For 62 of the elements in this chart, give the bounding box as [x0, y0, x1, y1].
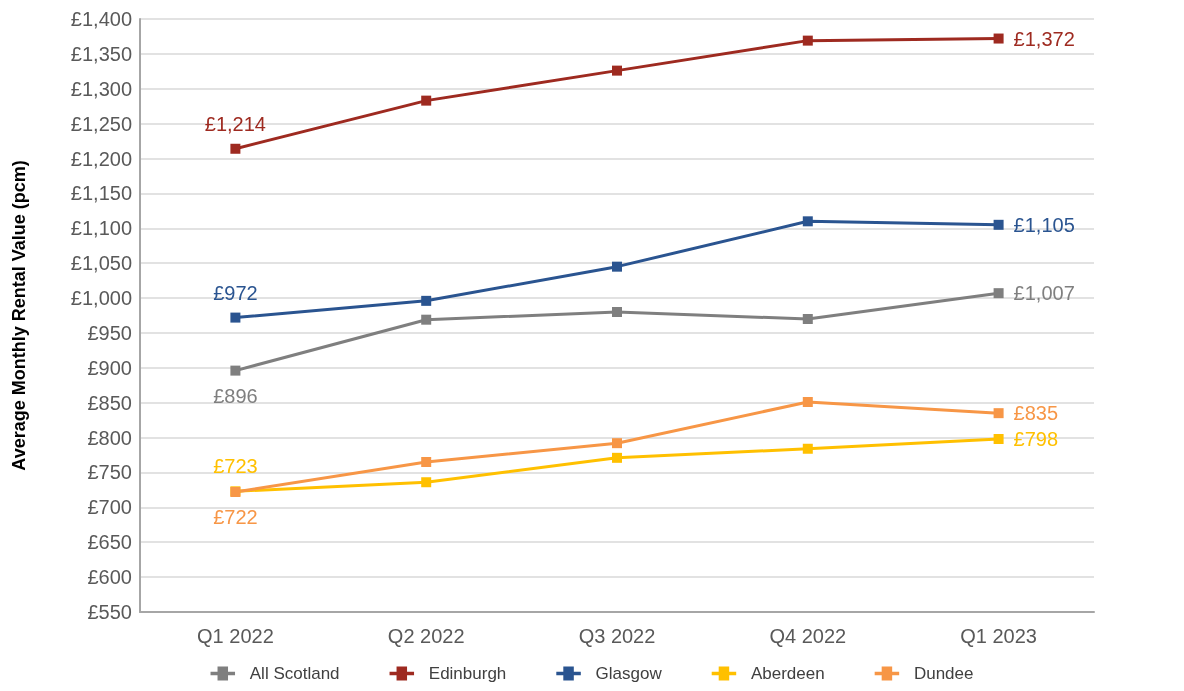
point [993, 219, 1004, 230]
legend-label: Glasgow [595, 664, 663, 683]
point [421, 457, 432, 468]
y-axis-title: Average Monthly Rental Value (pcm) [9, 160, 29, 471]
x-tick-label: Q3 2022 [578, 625, 656, 647]
y-tick-label: £800 [87, 426, 132, 449]
data-label: £798 [1013, 427, 1059, 450]
data-label: £1,007 [1013, 282, 1075, 305]
data-label: £1,105 [1013, 213, 1075, 236]
x-tick-label: Q1 2022 [197, 625, 274, 647]
x-tick-label: Q1 2023 [960, 625, 1037, 647]
point [612, 452, 622, 463]
point [230, 143, 241, 154]
point [421, 95, 432, 106]
point [421, 477, 432, 488]
point [612, 65, 622, 76]
data-label: £835 [1013, 402, 1059, 425]
legend-label: All Scotland [249, 664, 340, 683]
data-label: £972 [213, 281, 258, 304]
y-tick-label: £900 [87, 356, 132, 379]
point [993, 288, 1004, 299]
y-tick-label: £750 [87, 461, 132, 484]
point [802, 443, 813, 454]
data-label: £896 [213, 384, 258, 407]
data-label: £723 [213, 455, 258, 478]
point [802, 313, 813, 324]
x-tick-label: Q2 2022 [387, 625, 465, 647]
point [993, 408, 1004, 419]
y-tick-label: £1,400 [70, 8, 132, 30]
point [230, 312, 241, 323]
y-tick-label: £1,300 [70, 77, 132, 100]
point [993, 433, 1004, 444]
data-label: £1,214 [204, 112, 266, 135]
y-tick-label: £1,250 [70, 112, 132, 135]
point [802, 216, 813, 227]
point [230, 365, 241, 376]
data-label: £722 [213, 506, 258, 528]
point [612, 261, 622, 272]
point [993, 33, 1004, 44]
point [802, 397, 813, 408]
legend-label: Aberdeen [750, 664, 825, 683]
y-tick-label: £650 [87, 531, 132, 554]
legend-label: Dundee [913, 664, 974, 683]
y-tick-label: £1,000 [70, 287, 132, 310]
y-tick-label: £1,050 [70, 252, 132, 275]
y-tick-label: £1,350 [70, 42, 132, 65]
point [612, 438, 622, 449]
data-label: £1,372 [1013, 27, 1075, 50]
point [802, 35, 813, 46]
y-tick-label: £1,200 [70, 147, 132, 170]
y-tick-label: £950 [87, 321, 132, 344]
y-tick-label: £550 [87, 601, 132, 623]
y-tick-label: £700 [87, 496, 132, 519]
legend-label: Edinburgh [428, 664, 507, 683]
y-tick-label: £1,100 [70, 217, 132, 240]
y-tick-label: £600 [87, 566, 132, 589]
y-tick-label: £850 [87, 391, 132, 414]
y-tick-label: £1,150 [70, 182, 132, 205]
point [421, 295, 432, 306]
point [612, 307, 622, 318]
x-tick-label: Q4 2022 [769, 625, 847, 647]
point [421, 314, 432, 325]
